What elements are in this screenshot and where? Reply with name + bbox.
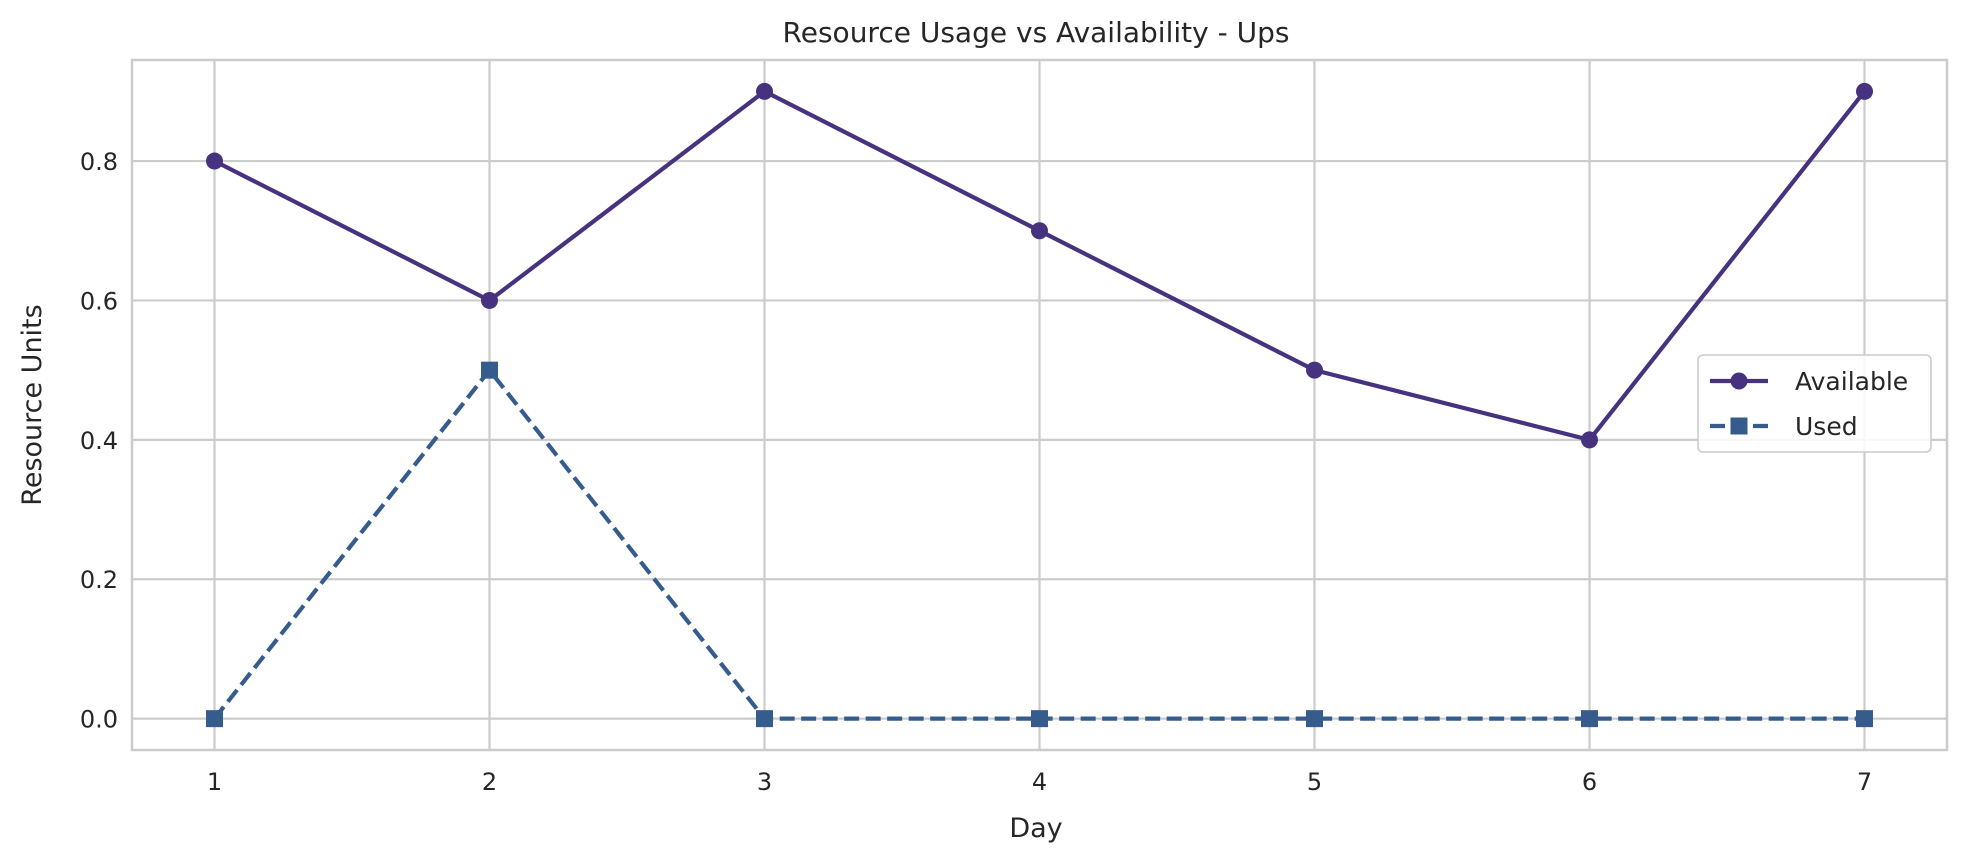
data-point	[481, 361, 498, 379]
plot-frame	[130, 58, 1949, 752]
x-tick-label: 7	[1857, 768, 1872, 796]
y-tick-label: 0.4	[80, 427, 118, 455]
data-point	[1581, 710, 1598, 728]
legend-label: Available	[1795, 367, 1908, 396]
chart-title: Resource Usage vs Availability - Ups	[783, 16, 1290, 49]
x-tick-label: 5	[1307, 768, 1322, 796]
legend-marker	[1730, 417, 1748, 435]
series-used	[206, 361, 1873, 728]
legend: Available Used	[1697, 354, 1932, 453]
data-point	[756, 82, 773, 100]
legend-entry: Used	[1710, 412, 1858, 441]
data-point	[1581, 431, 1598, 449]
x-tick-label: 3	[757, 768, 772, 796]
x-axis-ticks: 1 2 3 4 5 6 7	[207, 768, 1872, 796]
data-point	[1856, 710, 1873, 728]
x-tick-label: 4	[1032, 768, 1047, 796]
data-point	[481, 291, 498, 309]
data-point	[1306, 710, 1323, 728]
data-point	[206, 152, 223, 170]
data-point	[1306, 361, 1323, 379]
series-available	[206, 82, 1873, 449]
x-tick-label: 2	[482, 768, 497, 796]
legend-entry: Available	[1710, 367, 1908, 396]
y-axis-ticks: 0.0 0.2 0.4 0.6 0.8	[80, 148, 118, 734]
y-tick-label: 0.8	[80, 148, 118, 176]
grid	[132, 60, 1947, 750]
data-point	[1031, 222, 1048, 240]
legend-label: Used	[1795, 412, 1858, 441]
legend-marker	[1730, 372, 1748, 390]
y-tick-label: 0.0	[80, 706, 118, 734]
x-tick-label: 6	[1582, 768, 1597, 796]
x-axis-label: Day	[1009, 813, 1062, 844]
data-point	[206, 710, 223, 728]
data-point	[1031, 710, 1048, 728]
y-axis-label: Resource Units	[17, 304, 48, 505]
x-tick-label: 1	[207, 768, 222, 796]
y-tick-label: 0.2	[80, 566, 118, 594]
y-tick-label: 0.6	[80, 287, 118, 315]
data-point	[756, 710, 773, 728]
series-layer	[206, 82, 1873, 728]
data-point	[1856, 82, 1873, 100]
